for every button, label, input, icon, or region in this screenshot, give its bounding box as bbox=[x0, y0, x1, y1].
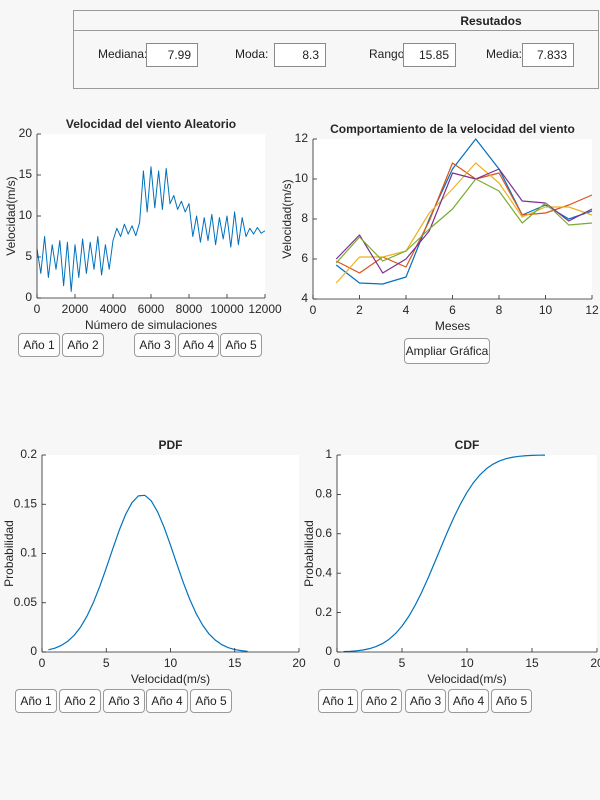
x-tick-label: 15 bbox=[525, 656, 539, 670]
chart-title: CDF bbox=[455, 438, 480, 452]
x-tick-label: 0 bbox=[310, 303, 317, 317]
field-label: Rango: bbox=[369, 47, 408, 61]
zoom-button[interactable]: Ampliar Gráfica bbox=[404, 338, 490, 364]
x-tick-label: 10 bbox=[460, 656, 474, 670]
x-tick-label: 0 bbox=[39, 656, 46, 670]
y-axis-label: Velocidad(m/s) bbox=[280, 179, 294, 258]
x-tick-label: 10000 bbox=[210, 302, 244, 316]
x-tick-label: 2000 bbox=[62, 302, 89, 316]
y-tick-label: 0 bbox=[30, 644, 37, 658]
x-axis-label: Meses bbox=[435, 319, 470, 333]
year-button[interactable]: Año 4 bbox=[448, 689, 489, 713]
data-line bbox=[343, 454, 546, 653]
x-tick-label: 20 bbox=[590, 656, 600, 670]
x-tick-label: 8 bbox=[496, 303, 503, 317]
y-tick-label: 0.8 bbox=[315, 487, 332, 501]
y-tick-label: 0.15 bbox=[14, 496, 38, 510]
x-tick-label: 15 bbox=[228, 656, 242, 670]
field-label: Moda: bbox=[235, 47, 269, 61]
y-tick-label: 15 bbox=[19, 167, 33, 181]
y-axis-label: Probabilidad bbox=[302, 520, 316, 587]
y-tick-label: 5 bbox=[25, 249, 32, 263]
y-tick-label: 20 bbox=[19, 126, 33, 140]
plot-area bbox=[42, 455, 299, 652]
plot-area bbox=[337, 455, 597, 652]
y-axis-label: Velocidad(m/s) bbox=[4, 176, 18, 255]
y-tick-label: 0 bbox=[325, 644, 332, 658]
y-tick-label: 0.05 bbox=[14, 595, 38, 609]
year-button[interactable]: Año 3 bbox=[103, 689, 145, 713]
y-axis-label: Probabilidad bbox=[2, 520, 16, 587]
year-button[interactable]: Año 4 bbox=[178, 333, 219, 357]
x-tick-label: 4000 bbox=[100, 302, 127, 316]
field-value: 8.3 bbox=[274, 43, 326, 67]
data-line bbox=[36, 166, 266, 292]
panel-title: Resutados bbox=[74, 11, 598, 31]
data-line bbox=[48, 494, 248, 652]
y-tick-label: 1 bbox=[325, 447, 332, 461]
x-tick-label: 5 bbox=[103, 656, 110, 670]
y-tick-label: 10 bbox=[295, 171, 309, 185]
year-button[interactable]: Año 2 bbox=[62, 333, 104, 357]
x-axis-label: Velocidad(m/s) bbox=[427, 672, 506, 686]
chart-title: PDF bbox=[159, 438, 183, 452]
chart-title: Velocidad del viento Aleatorio bbox=[66, 117, 236, 131]
y-tick-label: 12 bbox=[295, 131, 309, 145]
year-button[interactable]: Año 2 bbox=[59, 689, 101, 713]
chart-title: Comportamiento de la velocidad del vient… bbox=[330, 122, 575, 136]
year-button[interactable]: Año 4 bbox=[146, 689, 188, 713]
y-tick-label: 0.4 bbox=[315, 565, 332, 579]
x-tick-label: 5 bbox=[399, 656, 406, 670]
year-button[interactable]: Año 5 bbox=[491, 689, 532, 713]
field-value: 7.833 bbox=[522, 43, 574, 67]
y-tick-label: 0 bbox=[25, 290, 32, 304]
x-tick-label: 4 bbox=[403, 303, 410, 317]
results-panel: Resutados Mediana: 7.99 Moda: 8.3 Rango:… bbox=[73, 10, 599, 89]
field-value: 15.85 bbox=[403, 43, 456, 67]
field-label: Mediana: bbox=[98, 47, 148, 61]
y-tick-label: 4 bbox=[301, 291, 308, 305]
plot-area bbox=[37, 134, 265, 298]
x-tick-label: 12000 bbox=[248, 302, 282, 316]
y-tick-label: 10 bbox=[19, 208, 33, 222]
y-tick-label: 0.6 bbox=[315, 526, 332, 540]
x-axis-label: Número de simulaciones bbox=[85, 318, 217, 332]
y-tick-label: 8 bbox=[301, 211, 308, 225]
x-tick-label: 0 bbox=[334, 656, 341, 670]
year-button[interactable]: Año 5 bbox=[220, 333, 262, 357]
y-tick-label: 0.2 bbox=[315, 605, 332, 619]
year-button[interactable]: Año 5 bbox=[190, 689, 232, 713]
year-button[interactable]: Año 2 bbox=[361, 689, 402, 713]
x-tick-label: 10 bbox=[164, 656, 178, 670]
year-button[interactable]: Año 3 bbox=[405, 689, 446, 713]
year-button[interactable]: Año 1 bbox=[318, 689, 358, 713]
x-axis-label: Velocidad(m/s) bbox=[131, 672, 210, 686]
year-button[interactable]: Año 1 bbox=[15, 689, 57, 713]
year-button[interactable]: Año 3 bbox=[134, 333, 176, 357]
x-tick-label: 0 bbox=[34, 302, 41, 316]
field-value: 7.99 bbox=[146, 43, 198, 67]
y-tick-label: 0.2 bbox=[20, 447, 37, 461]
x-tick-label: 20 bbox=[292, 656, 306, 670]
x-tick-label: 10 bbox=[539, 303, 553, 317]
x-tick-label: 6000 bbox=[138, 302, 165, 316]
data-line bbox=[335, 178, 593, 264]
y-tick-label: 6 bbox=[301, 251, 308, 265]
year-button[interactable]: Año 1 bbox=[18, 333, 60, 357]
y-tick-label: 0.1 bbox=[20, 546, 37, 560]
x-tick-label: 8000 bbox=[176, 302, 203, 316]
data-line bbox=[335, 162, 593, 274]
field-label: Media: bbox=[486, 47, 523, 61]
x-tick-label: 12 bbox=[585, 303, 599, 317]
x-tick-label: 6 bbox=[449, 303, 456, 317]
x-tick-label: 2 bbox=[356, 303, 363, 317]
